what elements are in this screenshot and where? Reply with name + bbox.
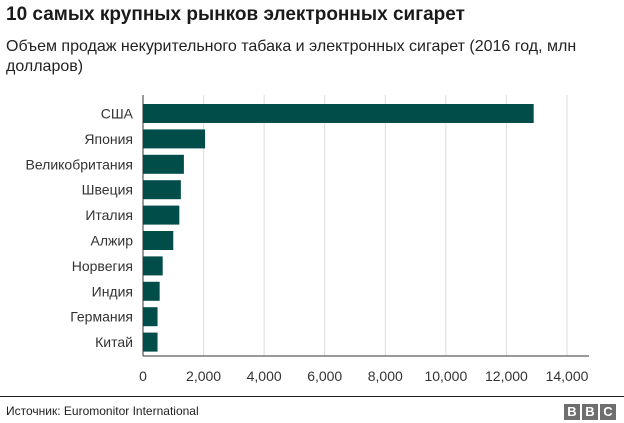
x-tick-label: 6,000 [307, 368, 342, 384]
chart-title: 10 самых крупных рынков электронных сига… [6, 4, 465, 25]
category-label: США [101, 106, 134, 122]
x-tick-label: 14,000 [546, 368, 589, 384]
bbc-logo: B B C [564, 404, 616, 420]
x-tick-label: 2,000 [186, 368, 221, 384]
x-tick-label: 0 [139, 368, 147, 384]
bar [143, 231, 174, 250]
category-label: Германия [70, 309, 133, 325]
bar [143, 281, 160, 301]
source-note: Источник: Euromonitor International [6, 404, 199, 418]
chart-subtitle: Объем продаж некурительного табака и эле… [6, 38, 577, 75]
bar-chart: США Япония Великобритания Швеция Италия Алжир… [25, 95, 589, 384]
bar [143, 205, 180, 225]
category-label: Алжир [91, 233, 134, 249]
bar [143, 154, 184, 174]
bar [143, 256, 163, 276]
bar [143, 180, 181, 200]
footer-divider [0, 396, 624, 397]
category-label: Индия [92, 283, 133, 299]
x-tick-label: 4,000 [247, 368, 282, 384]
category-label: Китай [95, 334, 133, 350]
category-label: Швеция [82, 182, 133, 198]
bar [143, 307, 158, 327]
category-label: Италия [85, 207, 133, 223]
category-label: Норвегия [72, 258, 133, 274]
category-label: Великобритания [25, 156, 133, 172]
x-tick-label: 10,000 [424, 368, 467, 384]
bbc-logo-letter: B [582, 404, 598, 420]
bar [143, 332, 158, 352]
category-label: Япония [84, 131, 133, 147]
bar [143, 129, 206, 149]
x-tick-label: 8,000 [368, 368, 403, 384]
x-tick-label: 12,000 [485, 368, 528, 384]
bbc-logo-letter: B [564, 404, 580, 420]
bbc-logo-letter: C [600, 404, 616, 420]
bar [143, 104, 534, 123]
